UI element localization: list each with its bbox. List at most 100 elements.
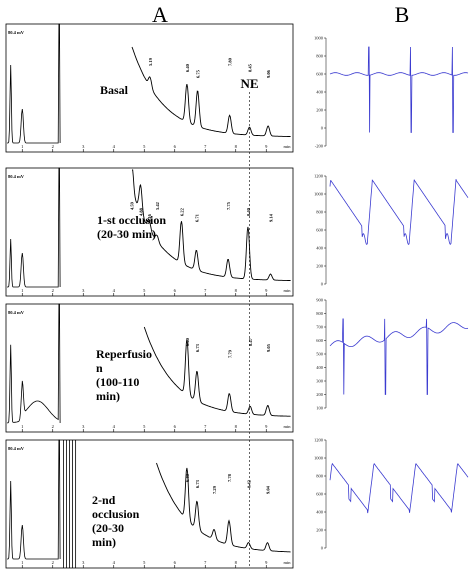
y-tick-label: 600 (316, 492, 324, 497)
peak-label: 5.19 (148, 57, 153, 66)
peak-label: 6.40 (185, 63, 190, 72)
x-tick-label: 7 (204, 144, 207, 149)
y-tick-label: 200 (316, 108, 324, 113)
peak-label: 7.80 (228, 57, 233, 66)
x-tick-label: 3 (82, 144, 85, 149)
panel-b-label: B (395, 2, 410, 27)
x-tick-label: 3 (82, 560, 85, 565)
x-axis-label: min (283, 424, 291, 429)
x-tick-label: 1 (21, 144, 23, 149)
y-tick-label: 200 (316, 528, 324, 533)
solvent-front-trace (7, 167, 61, 288)
pressure-trace-line (329, 179, 469, 245)
x-axis-label: min (283, 560, 291, 565)
x-axis-label: min (283, 288, 291, 293)
plot-frame (5, 303, 294, 433)
condition-label: n (96, 361, 103, 375)
peak-label: 7.75 (226, 201, 231, 210)
y-tick-label: 600 (316, 72, 324, 77)
pressure-trace-4: 0 200 400 600 800 1000 1200 (314, 438, 469, 551)
chromatogram-trace (156, 462, 291, 553)
x-tick-label: 4 (113, 424, 116, 429)
condition-label: occlusion (92, 507, 140, 521)
y-axis-label: 80.4 mV (8, 446, 25, 451)
x-tick-label: 1 (21, 288, 23, 293)
x-tick-label: 5 (143, 424, 146, 429)
condition-label: (20-30 (92, 521, 124, 535)
peak-label: 5.16 (147, 213, 152, 222)
plot-frame (5, 167, 294, 297)
x-tick-label: 3 (82, 288, 85, 293)
y-tick-label: 700 (316, 325, 324, 330)
x-tick-label: 7 (204, 560, 207, 565)
y-tick-label: 100 (316, 406, 324, 411)
condition-label: min) (92, 535, 116, 549)
x-tick-label: 9 (265, 144, 268, 149)
solvent-front-trace (7, 23, 61, 144)
peak-label: 6.22 (180, 207, 185, 216)
peak-label: 8.45 (248, 63, 253, 72)
y-tick-label: -200 (315, 144, 324, 149)
y-tick-label: 900 (316, 298, 324, 303)
y-tick-label: 800 (316, 54, 324, 59)
x-tick-label: 1 (21, 424, 23, 429)
x-tick-label: 2 (52, 560, 54, 565)
solvent-front-trace (7, 439, 61, 560)
condition-label: (20-30 min) (97, 227, 156, 241)
peak-label: 9.04 (266, 485, 271, 494)
y-tick-label: 1000 (314, 192, 324, 197)
x-tick-label: 2 (52, 144, 54, 149)
x-tick-label: 6 (174, 288, 177, 293)
chromatogram-3: 80.4 mV 1 2 3 4 5 6 7 8 9 min 6.40 6.73 7.79 8.47 9.05 R… (5, 303, 294, 433)
y-tick-label: 800 (316, 311, 324, 316)
peak-label: 6.73 (195, 343, 200, 352)
peak-label: 9.06 (266, 69, 271, 78)
condition-label: Basal (100, 83, 129, 97)
condition-label: Reperfusio (96, 347, 152, 361)
x-tick-label: 9 (265, 288, 268, 293)
x-tick-label: 5 (143, 560, 146, 565)
peak-label: 4.59 (130, 201, 135, 210)
pressure-trace-line (329, 46, 469, 133)
x-axis-label: min (283, 144, 291, 149)
peak-label: 8.42 (247, 479, 252, 488)
y-axis-label: 80.4 mV (8, 30, 25, 35)
y-tick-label: 200 (316, 392, 324, 397)
x-tick-label: 6 (174, 560, 177, 565)
peak-label: 7.78 (227, 473, 232, 482)
x-tick-label: 4 (113, 288, 116, 293)
peak-label: 6.40 (185, 473, 190, 482)
y-tick-label: 400 (316, 510, 324, 515)
y-tick-label: 800 (316, 210, 324, 215)
peak-label: 6.73 (195, 479, 200, 488)
chromatogram-trace (143, 326, 291, 417)
x-tick-label: 1 (21, 560, 23, 565)
pressure-trace-2: 0 200 400 600 800 1000 1200 (314, 174, 469, 287)
peak-label: 9.05 (266, 343, 271, 352)
pressure-trace-1: -200 0 200 400 600 800 1000 (314, 36, 469, 149)
y-tick-label: 600 (316, 338, 324, 343)
peak-label: 6.71 (194, 213, 199, 222)
x-tick-label: 2 (52, 288, 54, 293)
x-tick-label: 9 (265, 560, 268, 565)
condition-label: 1-st occlusion (97, 213, 166, 227)
plot-frame (5, 439, 294, 569)
peak-label: 4.88 (139, 207, 144, 216)
chromatogram-2: 80.4 mV 1 2 3 4 5 6 7 8 9 min 4.59 4.885.165.42 6.22 6… (5, 167, 294, 297)
x-tick-label: 8 (235, 424, 238, 429)
pressure-panels: -200020040060080010000200400600800100012… (314, 36, 469, 551)
x-tick-label: 6 (174, 424, 177, 429)
x-tick-label: 4 (113, 560, 116, 565)
y-tick-label: 600 (316, 228, 324, 233)
pressure-trace-line (329, 462, 469, 514)
y-tick-label: 200 (316, 264, 324, 269)
y-tick-label: 1200 (314, 174, 324, 179)
y-tick-label: 0 (321, 126, 324, 131)
condition-label: 2-nd (92, 493, 116, 507)
pressure-trace-3: 100 200 300 400 500 600 700 800 900 (316, 298, 469, 411)
peak-label: 8.47 (248, 337, 253, 346)
peak-label: 5.42 (155, 201, 160, 210)
x-tick-label: 8 (235, 288, 238, 293)
peak-label: 9.14 (269, 213, 274, 222)
